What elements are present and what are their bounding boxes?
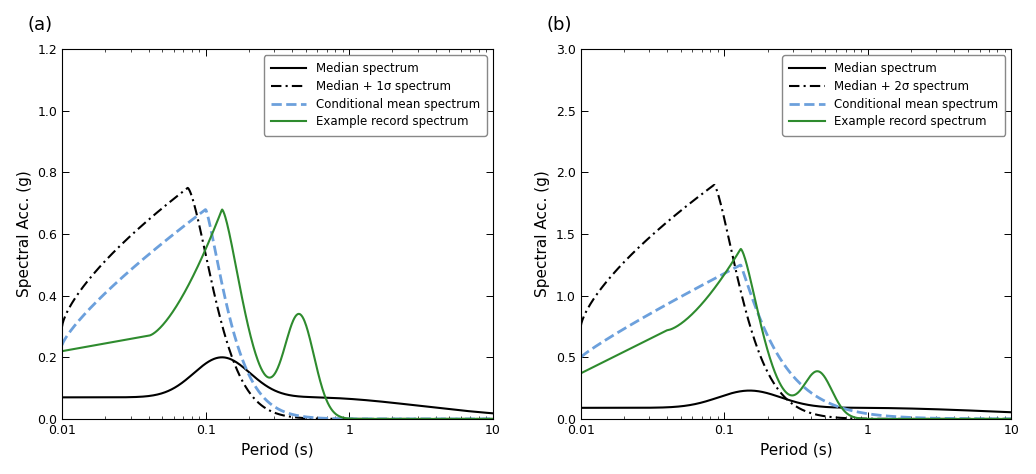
Conditional mean spectrum (82, 307, 94, 313)
Conditional mean spectrum (383, 416, 396, 422)
Conditional mean spectrum (946, 416, 958, 421)
Median + 2σ spectrum (825, 414, 837, 420)
Line: Example record spectrum: Example record spectrum (62, 210, 493, 419)
Median spectrum (575, 405, 587, 410)
Median spectrum (383, 400, 396, 405)
Conditional mean spectrum (575, 355, 587, 360)
Median + 2σ spectrum (709, 182, 721, 188)
Text: (b): (b) (546, 17, 572, 35)
Median spectrum (318, 395, 330, 401)
Conditional mean spectrum (487, 416, 499, 422)
Conditional mean spectrum (735, 262, 747, 268)
Median + 2σ spectrum (575, 324, 587, 329)
Line: Median spectrum: Median spectrum (581, 391, 1011, 412)
Example record spectrum (82, 344, 94, 349)
Example record spectrum (330, 412, 343, 418)
Median + 2σ spectrum (1005, 416, 1017, 422)
Example record spectrum (56, 348, 68, 354)
Median spectrum (825, 404, 837, 410)
Conditional mean spectrum (601, 336, 613, 342)
Median spectrum (1005, 410, 1017, 415)
Example record spectrum (427, 416, 439, 422)
Median + 1σ spectrum (427, 416, 439, 422)
Median + 2σ spectrum (901, 416, 914, 422)
Median + 2σ spectrum (836, 415, 848, 421)
Example record spectrum (946, 416, 958, 422)
Median + 2σ spectrum (850, 416, 862, 421)
Line: Median + 2σ spectrum: Median + 2σ spectrum (581, 185, 1011, 419)
Example record spectrum (307, 347, 319, 353)
Example record spectrum (575, 371, 587, 376)
Text: (a): (a) (28, 17, 53, 35)
Example record spectrum (735, 246, 747, 252)
Median spectrum (487, 410, 499, 416)
Example record spectrum (383, 416, 396, 422)
Conditional mean spectrum (199, 207, 211, 212)
Median spectrum (330, 395, 343, 401)
Line: Conditional mean spectrum: Conditional mean spectrum (62, 210, 493, 419)
Y-axis label: Spectral Acc. (g): Spectral Acc. (g) (536, 171, 550, 298)
Median spectrum (601, 405, 613, 410)
Conditional mean spectrum (836, 405, 848, 411)
Conditional mean spectrum (56, 342, 68, 348)
Conditional mean spectrum (825, 401, 837, 407)
Conditional mean spectrum (330, 416, 343, 421)
Median spectrum (307, 394, 319, 400)
X-axis label: Period (s): Period (s) (759, 442, 832, 457)
Median spectrum (56, 394, 68, 400)
Median + 2σ spectrum (601, 278, 613, 284)
Legend: Median spectrum, Median + 1σ spectrum, Conditional mean spectrum, Example record: Median spectrum, Median + 1σ spectrum, C… (263, 55, 487, 136)
Median + 1σ spectrum (383, 416, 396, 422)
Example record spectrum (825, 387, 837, 392)
Legend: Median spectrum, Median + 2σ spectrum, Conditional mean spectrum, Example record: Median spectrum, Median + 2σ spectrum, C… (782, 55, 1006, 136)
Median spectrum (901, 406, 914, 411)
X-axis label: Period (s): Period (s) (241, 442, 314, 457)
Example record spectrum (836, 406, 848, 412)
Median + 1σ spectrum (487, 416, 499, 422)
Median + 1σ spectrum (307, 416, 319, 421)
Conditional mean spectrum (427, 416, 439, 422)
Y-axis label: Spectral Acc. (g): Spectral Acc. (g) (17, 171, 32, 298)
Median spectrum (82, 394, 94, 400)
Conditional mean spectrum (318, 415, 330, 421)
Example record spectrum (318, 391, 330, 396)
Median + 1σ spectrum (181, 185, 194, 191)
Line: Conditional mean spectrum: Conditional mean spectrum (581, 265, 1011, 419)
Median spectrum (850, 405, 862, 410)
Median spectrum (836, 405, 848, 410)
Line: Example record spectrum: Example record spectrum (581, 249, 1011, 419)
Example record spectrum (601, 357, 613, 363)
Median + 1σ spectrum (82, 277, 94, 283)
Median spectrum (743, 388, 755, 393)
Conditional mean spectrum (850, 409, 862, 414)
Median spectrum (427, 404, 439, 410)
Median spectrum (946, 407, 958, 413)
Line: Median spectrum: Median spectrum (62, 357, 493, 413)
Median spectrum (215, 355, 228, 360)
Conditional mean spectrum (901, 414, 914, 420)
Median + 2σ spectrum (946, 416, 958, 422)
Median + 1σ spectrum (318, 416, 330, 421)
Example record spectrum (901, 416, 914, 422)
Conditional mean spectrum (307, 415, 319, 420)
Median + 1σ spectrum (330, 416, 343, 422)
Conditional mean spectrum (1005, 416, 1017, 422)
Example record spectrum (850, 415, 862, 420)
Example record spectrum (1005, 416, 1017, 422)
Example record spectrum (215, 207, 228, 212)
Example record spectrum (487, 416, 499, 422)
Median + 1σ spectrum (56, 324, 68, 329)
Line: Median + 1σ spectrum: Median + 1σ spectrum (62, 188, 493, 419)
